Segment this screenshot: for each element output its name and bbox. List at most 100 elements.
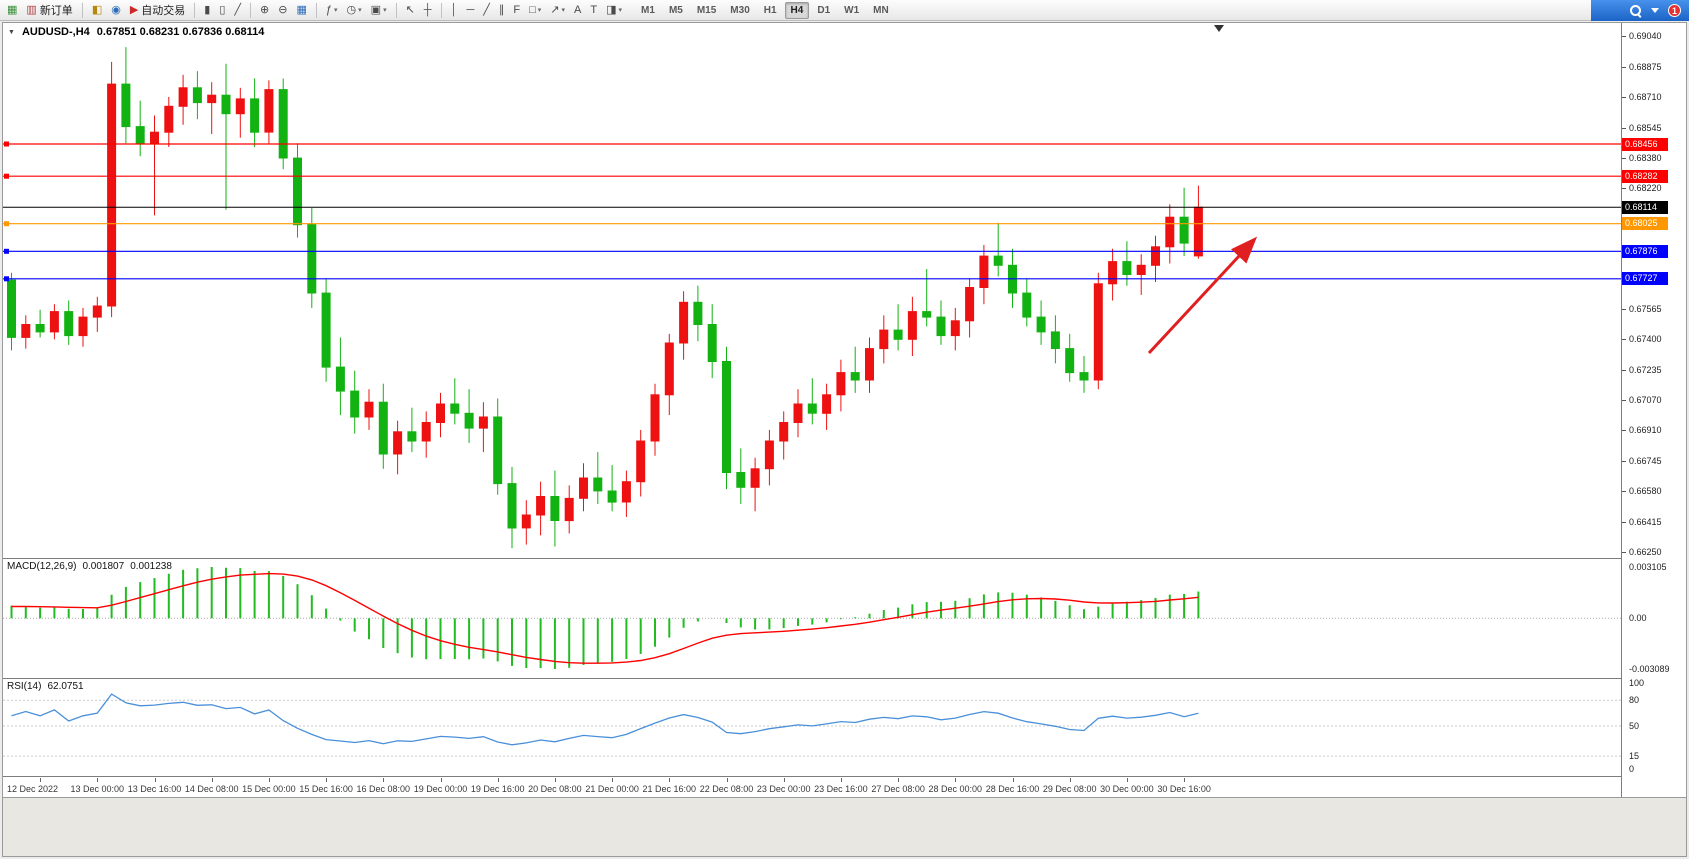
macd-scale-label: 0.003105 xyxy=(1629,562,1667,572)
fibonacci-icon[interactable]: F xyxy=(509,1,524,19)
time-axis-label: 22 Dec 08:00 xyxy=(699,784,754,794)
text-icon: A xyxy=(574,3,582,16)
zoom-in-icon: ⊕ xyxy=(260,3,270,16)
time-axis-label: 28 Dec 16:00 xyxy=(985,784,1040,794)
dropdown-caret-icon: ▾ xyxy=(358,7,362,14)
time-axis-label: 20 Dec 08:00 xyxy=(528,784,582,794)
auto-trading-icon: ▶ xyxy=(129,3,139,16)
rsi-panel[interactable]: RSI(14) 62.0751 xyxy=(3,679,1621,775)
timeframe-m5[interactable]: M5 xyxy=(668,4,683,16)
timeframe-mn[interactable]: MN xyxy=(873,4,889,16)
panel-separator[interactable] xyxy=(3,558,1686,559)
main-chart-canvas[interactable] xyxy=(3,23,1621,557)
rsi-scale-label: 50 xyxy=(1629,721,1640,731)
timeframe-d1[interactable]: D1 xyxy=(817,4,831,16)
macd-canvas[interactable] xyxy=(3,559,1621,677)
text-label-icon[interactable]: T xyxy=(586,1,601,19)
candlestick-chart-icon[interactable]: ▯ xyxy=(215,1,229,19)
timeframe-m1[interactable]: M1 xyxy=(641,4,655,16)
dropdown-caret-icon[interactable] xyxy=(1651,8,1659,13)
macd-label: MACD(12,26,9) 0.001807 0.001238 xyxy=(7,561,172,572)
equidistant-channel-icon: ∥ xyxy=(498,3,505,16)
equidistant-channel-icon[interactable]: ∥ xyxy=(495,1,509,19)
market-watch-icon[interactable]: ◉ xyxy=(107,1,125,19)
tile-windows-icon[interactable]: ▦ xyxy=(292,1,310,19)
time-tick-mark xyxy=(669,778,671,782)
price-tick-label: 0.67070 xyxy=(1629,395,1662,406)
price-tick-mark xyxy=(1622,66,1626,68)
periods-icon[interactable]: ◷ ▾ xyxy=(343,1,366,19)
vertical-line-icon[interactable]: │ xyxy=(447,1,462,19)
cursor-icon: ↖ xyxy=(405,3,415,16)
timeframe-m30[interactable]: M30 xyxy=(730,4,750,16)
panel-separator[interactable] xyxy=(3,678,1686,679)
charts-icon[interactable]: ◧ xyxy=(88,1,106,19)
price-tick-mark xyxy=(1622,339,1626,341)
rsi-canvas[interactable] xyxy=(3,679,1621,775)
trendline-icon[interactable]: ╱ xyxy=(479,1,494,19)
time-tick-mark xyxy=(955,778,957,782)
line-chart-icon[interactable]: ╱ xyxy=(230,1,245,19)
horizontal-line-icon[interactable]: ─ xyxy=(462,1,478,19)
cursor-icon[interactable]: ↖ xyxy=(402,1,419,19)
timeframe-h4[interactable]: H4 xyxy=(784,1,810,19)
toolbar-right: 1 xyxy=(1591,0,1689,21)
price-level-tag: 0.68114 xyxy=(1622,200,1668,214)
rsi-scale-label: 80 xyxy=(1629,695,1640,706)
chart-title: ▼ AUDUSD-,H4 0.67851 0.68231 0.67836 0.6… xyxy=(8,26,264,38)
one-click-trading-toggle[interactable]: ▼ xyxy=(8,28,15,36)
price-tick-mark xyxy=(1622,491,1626,492)
text-icon[interactable]: A xyxy=(570,1,585,19)
price-tick-label: 0.66250 xyxy=(1629,547,1662,557)
horizontal-line-icon: ─ xyxy=(466,3,475,16)
drawing-properties-icon[interactable]: ◨ ▾ xyxy=(602,1,626,19)
toolbar-separator xyxy=(440,2,442,18)
price-level-tag: 0.67727 xyxy=(1622,272,1668,286)
time-tick-mark xyxy=(783,778,785,782)
dropdown-caret-icon: ▾ xyxy=(618,7,623,14)
new-order-button[interactable]: ▥ 新订单 xyxy=(22,1,76,19)
rsi-scale-label: 15 xyxy=(1629,751,1640,762)
timeframe-h1[interactable]: H1 xyxy=(763,4,777,16)
macd-panel[interactable]: MACD(12,26,9) 0.001807 0.001238 xyxy=(3,559,1621,677)
rsi-value: 62.0751 xyxy=(47,681,84,692)
time-axis[interactable]: 12 Dec 2022 13 Dec 00:00 13 Dec 16:00 14 De… xyxy=(3,777,1621,797)
notification-badge[interactable]: 1 xyxy=(1668,4,1681,17)
new-chart-icon[interactable]: ▦ xyxy=(3,1,21,19)
chart-shift-marker xyxy=(1214,25,1224,32)
auto-trading-button[interactable]: ▶ 自动交易 xyxy=(126,1,189,19)
trendline-icon: ╱ xyxy=(483,3,490,16)
market-watch-icon: ◉ xyxy=(111,3,121,16)
toolbar-groups: ▦ ▥ 新订单 ◧ ◉ ▶ 自动交易 ▮ ▯ ╱ ⊕ ⊖ ▦ ƒ ▾ ◷ ▾ ▣ ▾ ↖ ┼ │ ─ ╱ ∥ F □ ▾ ↗ ▾ A T ◨ ▾ xyxy=(3,1,626,19)
time-axis-label: 30 Dec 00:00 xyxy=(1100,784,1154,794)
bar-chart-icon[interactable]: ▮ xyxy=(200,1,214,19)
panel-separator[interactable] xyxy=(3,776,1686,777)
time-tick-mark xyxy=(1126,778,1128,782)
charts-icon: ◧ xyxy=(91,3,103,16)
main-chart[interactable]: ▼ AUDUSD-,H4 0.67851 0.68231 0.67836 0.6… xyxy=(3,23,1621,557)
toolbar-separator xyxy=(395,2,397,18)
zoom-in-icon[interactable]: ⊕ xyxy=(256,1,273,19)
rsi-scale-label: 0 xyxy=(1629,764,1635,774)
chart-symbol-label: AUDUSD-,H4 xyxy=(21,26,90,38)
search-icon[interactable] xyxy=(1629,4,1642,17)
crosshair-icon[interactable]: ┼ xyxy=(420,1,436,19)
time-tick-mark xyxy=(440,778,442,782)
arrows-icon[interactable]: ↗ ▾ xyxy=(546,1,569,19)
price-tick-mark xyxy=(1622,127,1626,129)
time-axis-label: 13 Dec 00:00 xyxy=(70,784,125,794)
price-tick-label: 0.67565 xyxy=(1629,303,1662,314)
timeframe-m15[interactable]: M15 xyxy=(696,4,717,16)
price-axis[interactable]: 0.69040 0.68875 0.68710 0.68545 0.68380 0.682… xyxy=(1622,23,1686,797)
toolbar-separator xyxy=(315,2,317,18)
price-tick-mark xyxy=(1622,308,1626,310)
indicators-icon[interactable]: ƒ ▾ xyxy=(322,1,342,19)
shapes-icon[interactable]: □ ▾ xyxy=(525,1,545,19)
price-tick-mark xyxy=(1622,36,1626,37)
macd-name: MACD(12,26,9) xyxy=(7,561,77,572)
dropdown-caret-icon: ▾ xyxy=(561,7,566,14)
zoom-out-icon[interactable]: ⊖ xyxy=(274,1,291,19)
timeframe-w1[interactable]: W1 xyxy=(844,4,860,16)
templates-icon[interactable]: ▣ ▾ xyxy=(367,1,391,19)
time-axis-label: 19 Dec 00:00 xyxy=(413,784,468,794)
